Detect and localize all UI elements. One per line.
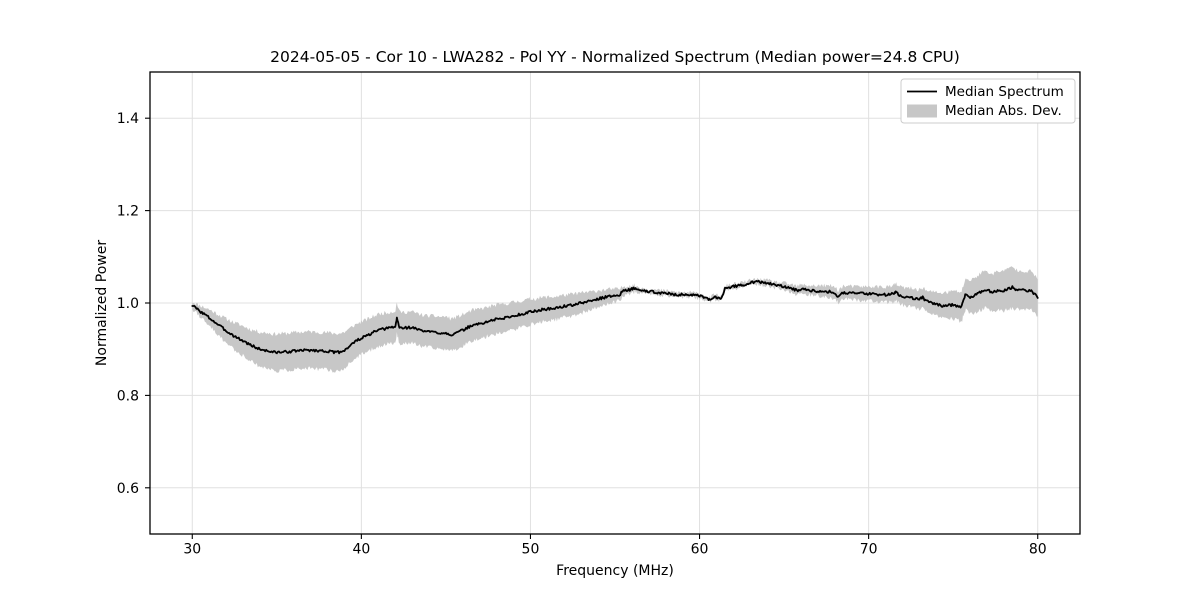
y-tick-label-1.4: 1.4 <box>117 111 139 127</box>
y-tick-label-0.8: 0.8 <box>117 388 139 404</box>
mad-band <box>192 266 1038 373</box>
median-spectrum-line <box>191 279 1039 355</box>
y-axis-label: Normalized Power <box>94 240 110 366</box>
x-tick-label-70: 70 <box>860 542 878 558</box>
legend-box <box>900 78 1076 124</box>
legend-label-median-spectrum: Median Spectrum <box>945 84 1064 100</box>
legend-patch-sample <box>907 104 937 118</box>
tick-layer: 30 40 50 60 70 80 0.6 0.8 1.0 1.2 1.4 <box>117 111 1047 557</box>
median-line-layer <box>191 279 1039 355</box>
chart-title: 2024-05-05 - Cor 10 - LWA282 - Pol YY - … <box>270 48 960 66</box>
y-tick-label-1: 1.0 <box>117 296 139 312</box>
x-axis-label: Frequency (MHz) <box>556 563 674 579</box>
x-tick-label-30: 30 <box>183 542 201 558</box>
x-tick-label-50: 50 <box>522 542 540 558</box>
x-tick-label-80: 80 <box>1029 542 1047 558</box>
x-tick-label-40: 40 <box>352 542 370 558</box>
x-tick-label-60: 60 <box>691 542 709 558</box>
legend: Median Spectrum Median Abs. Dev. <box>900 78 1076 124</box>
legend-label-median-abs-dev: Median Abs. Dev. <box>945 103 1062 119</box>
y-tick-label-0.6: 0.6 <box>117 481 139 497</box>
mad-band-layer <box>192 266 1038 373</box>
y-tick-label-1.2: 1.2 <box>117 204 139 220</box>
